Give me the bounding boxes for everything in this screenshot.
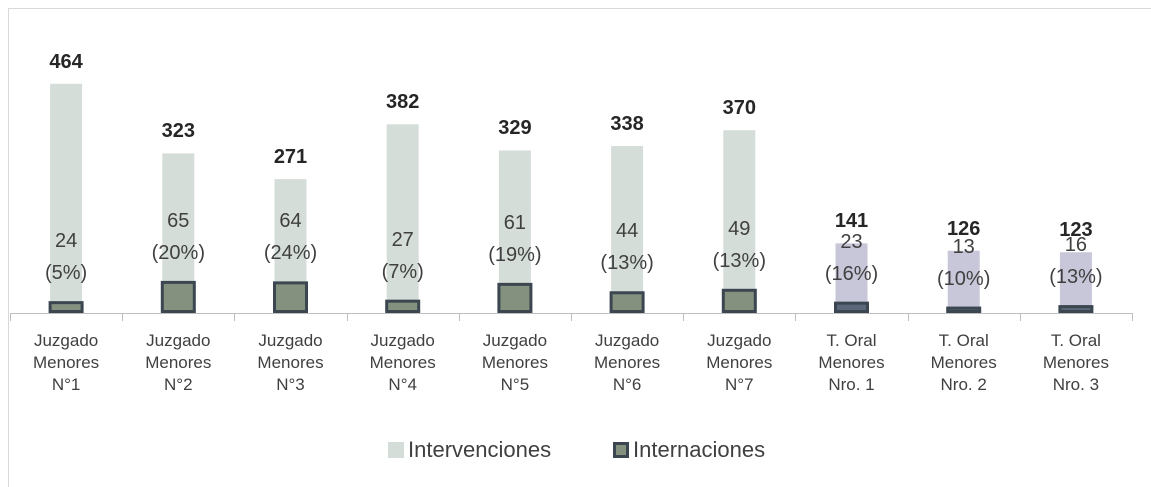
value-label: 65 (20%) [151, 209, 205, 264]
value-label: 370 [722, 97, 756, 120]
bar [48, 301, 84, 314]
value-label: 64 (24%) [263, 210, 318, 265]
legend-swatch [388, 442, 404, 458]
bar [721, 288, 757, 314]
bar [160, 280, 196, 314]
bar [723, 130, 756, 313]
x-tick-label: Juzgado Menores N°2 [145, 331, 212, 394]
legend-label: Internaciones [633, 437, 766, 462]
value-label: 329 [498, 117, 532, 140]
value-label: 271 [273, 146, 308, 169]
x-tick-label: Juzgado Menores N°7 [706, 331, 773, 394]
bar [834, 301, 869, 314]
value-label: 23 (16%) [824, 230, 879, 285]
bar [1059, 252, 1092, 313]
x-tick-label: T. Oral Menores Nro. 1 [818, 331, 885, 394]
x-tick-label: Juzgado Menores N°5 [481, 331, 548, 394]
value-label: 16 (13%) [1049, 234, 1103, 289]
bar [497, 282, 533, 313]
value-label: 44 (13%) [600, 220, 654, 275]
bar [385, 299, 421, 313]
bar [947, 250, 980, 313]
value-label: 13 (10%) [937, 235, 991, 290]
bar [946, 306, 982, 314]
x-tick-label: Juzgado Menores N°1 [33, 331, 100, 394]
legend-swatch [613, 442, 629, 458]
x-tick-label: Juzgado Menores N°4 [369, 331, 436, 394]
x-tick-label: Juzgado Menores N°3 [257, 331, 324, 394]
bar [1058, 305, 1094, 314]
value-label: 338 [610, 113, 644, 136]
value-label: 464 [49, 50, 83, 73]
bar [609, 291, 645, 314]
value-label: 24 (5%) [44, 230, 88, 285]
value-label: 126 [947, 217, 981, 240]
frame [8, 8, 1151, 487]
bar [611, 146, 644, 313]
value-label: 49 (13%) [712, 217, 766, 272]
bar [273, 281, 308, 314]
value-label: 61 (19%) [488, 211, 542, 266]
bar [835, 243, 868, 313]
legend-label: Intervenciones [408, 437, 552, 462]
x-tick-label: T. Oral Menores Nro. 2 [930, 331, 997, 394]
value-label: 123 [1059, 219, 1093, 242]
value-label: 382 [386, 91, 420, 114]
x-tick-label: Juzgado Menores N°6 [594, 331, 661, 394]
value-label: 141 [834, 210, 869, 233]
bar [386, 124, 419, 314]
x-tick-label: T. Oral Menores Nro. 3 [1042, 331, 1109, 394]
value-label: 323 [161, 120, 195, 143]
value-label: 27 (7%) [381, 228, 424, 283]
bar [50, 83, 83, 313]
